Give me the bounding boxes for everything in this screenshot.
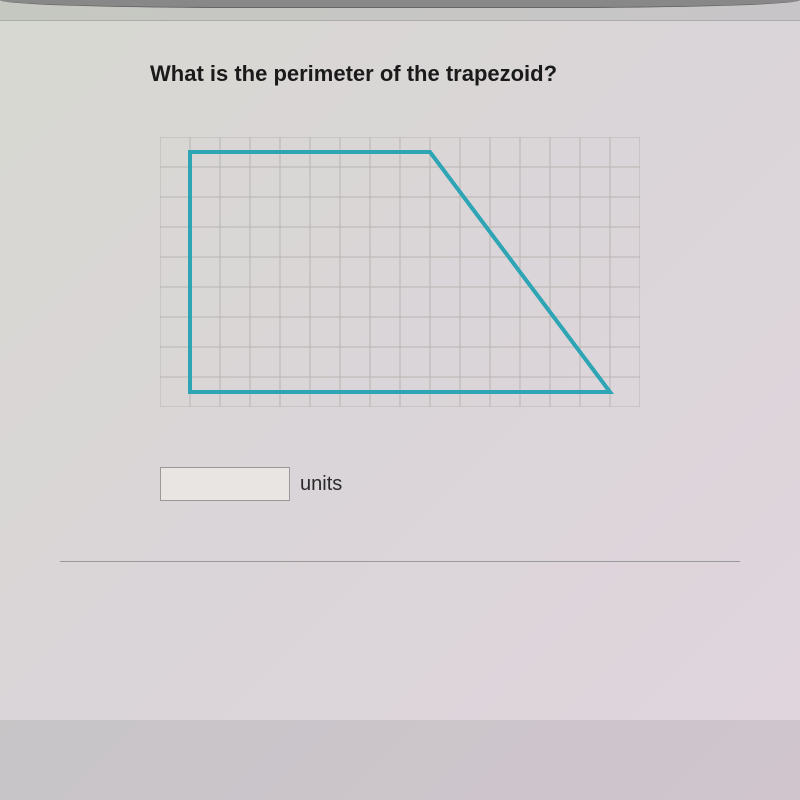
trapezoid-grid-figure: [160, 137, 740, 407]
grid-svg: [160, 137, 640, 407]
question-text: What is the perimeter of the trapezoid?: [150, 61, 740, 87]
answer-input[interactable]: [160, 467, 290, 501]
units-label: units: [300, 473, 342, 496]
section-divider: [60, 561, 740, 562]
window-top-edge: [0, 0, 800, 8]
answer-row: units: [160, 467, 740, 501]
question-page: What is the perimeter of the trapezoid? …: [0, 20, 800, 720]
